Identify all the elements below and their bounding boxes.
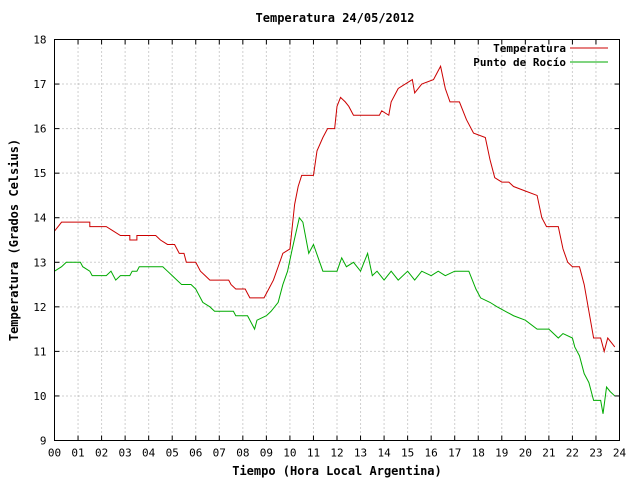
x-tick-label: 08 (236, 447, 249, 460)
tick-layer: 00 01 02 03 04 05 06 07 08 09 10 11 12 13 14 15 16 17 18 19… (33, 34, 626, 460)
y-axis-label: Temperatura (Grados Celsius) (7, 139, 21, 341)
x-tick-label: 14 (377, 447, 391, 460)
legend: Temperatura Punto de Rocío (473, 42, 608, 69)
legend-label-punto-de-rocio: Punto de Rocío (473, 56, 566, 69)
series-layer (54, 64, 616, 414)
legend-label-temperatura: Temperatura (493, 42, 566, 55)
y-tick-label: 14 (33, 212, 47, 225)
x-tick-label: 11 (307, 447, 320, 460)
y-tick-label: 12 (33, 301, 46, 314)
x-tick-label: 07 (213, 447, 226, 460)
x-tick-label: 04 (142, 447, 156, 460)
y-tick-label: 17 (33, 78, 46, 91)
grid-layer (54, 39, 620, 441)
x-tick-label: 17 (448, 447, 461, 460)
x-tick-label: 19 (495, 447, 508, 460)
x-tick-label: 02 (95, 447, 108, 460)
plot-frame (54, 39, 620, 441)
x-tick-label: 23 (589, 447, 602, 460)
x-tick-label: 10 (283, 447, 296, 460)
x-tick-label: 01 (71, 447, 84, 460)
y-tick-label: 9 (40, 435, 47, 448)
y-tick-label: 10 (33, 390, 46, 403)
y-tick-label: 13 (33, 256, 46, 269)
x-tick-label: 03 (119, 447, 132, 460)
series-line-punto-de-rocio (54, 216, 616, 414)
x-tick-label: 15 (401, 447, 414, 460)
x-tick-label: 09 (260, 447, 273, 460)
x-tick-label: 05 (166, 447, 179, 460)
x-tick-label: 24 (613, 447, 627, 460)
x-tick-label: 16 (425, 447, 438, 460)
y-tick-label: 16 (33, 123, 46, 136)
x-tick-label: 12 (330, 447, 343, 460)
chart-title: Temperatura 24/05/2012 (256, 11, 415, 25)
x-tick-label: 06 (189, 447, 202, 460)
x-tick-label: 18 (472, 447, 485, 460)
x-tick-label: 13 (354, 447, 367, 460)
series-line-temperatura (54, 64, 616, 354)
x-tick-label: 20 (519, 447, 532, 460)
x-tick-label: 21 (542, 447, 555, 460)
y-tick-label: 15 (33, 167, 46, 180)
y-tick-label: 18 (33, 34, 46, 47)
x-axis-label: Tiempo (Hora Local Argentina) (232, 464, 442, 478)
y-tick-label: 11 (33, 345, 46, 358)
x-tick-label: 22 (566, 447, 579, 460)
x-tick-label: 00 (48, 447, 61, 460)
